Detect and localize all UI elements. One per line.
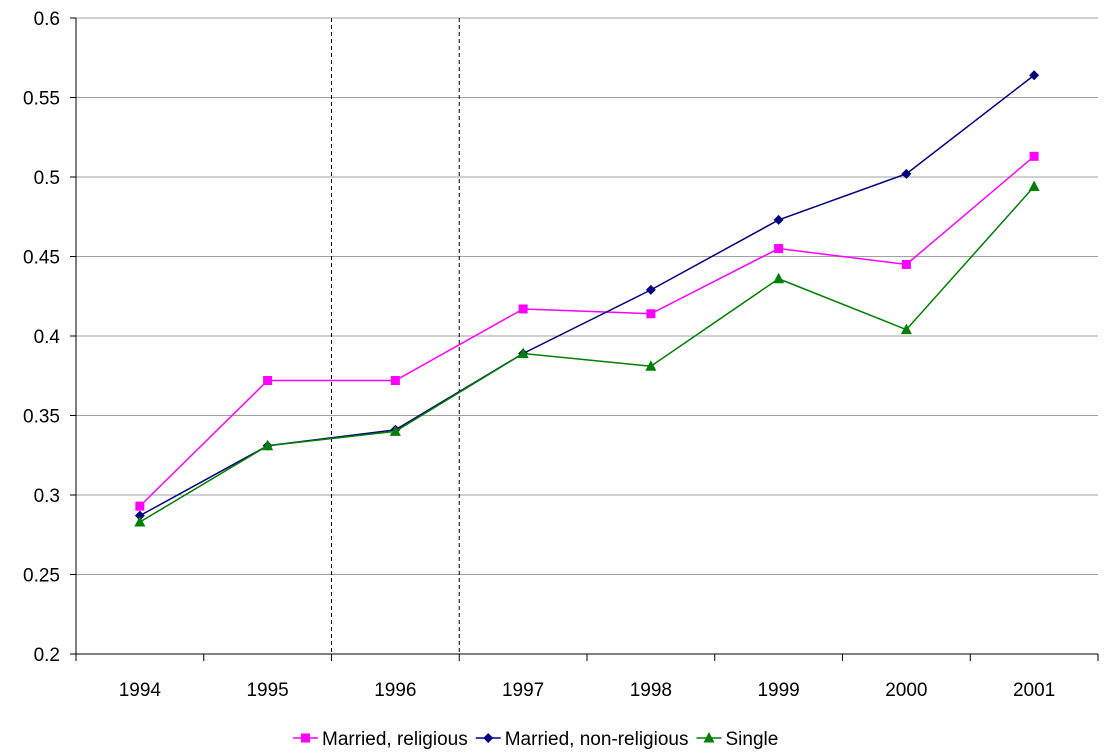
legend-label: Married, religious: [322, 729, 468, 750]
data-point: [646, 309, 656, 319]
series-3: [134, 180, 1040, 527]
legend-marker: [301, 733, 310, 743]
data-point: [262, 439, 274, 451]
data-point: [774, 244, 784, 254]
data-point: [1029, 70, 1040, 81]
x-tick-label: 1997: [502, 680, 544, 701]
data-point: [1028, 180, 1040, 192]
x-tick-label: 2000: [885, 680, 927, 701]
axes: 0.2 0.25 0.3 0.35 0.4 0.45 0.5 0.55 0.6 1994 1995 1…: [23, 9, 1099, 701]
series-2: [134, 70, 1040, 521]
data-point: [389, 425, 401, 436]
legend-marker: [483, 733, 494, 743]
y-tick-label: 0.4: [34, 327, 61, 348]
x-tick-label: 1995: [246, 680, 288, 701]
series-line: [139, 155, 1035, 507]
data-point: [773, 272, 785, 284]
series-line: [139, 74, 1035, 517]
data-point: [134, 516, 146, 527]
x-tick-label: 1999: [757, 680, 799, 701]
data-point: [390, 376, 400, 386]
reference-lines: [331, 18, 460, 654]
data-point: [901, 168, 912, 179]
y-tick-label: 0.35: [23, 407, 60, 428]
x-tick-label: 1994: [119, 680, 162, 701]
data-point: [1029, 151, 1039, 161]
data-point: [263, 376, 273, 386]
x-tick-label: 2001: [1013, 680, 1055, 701]
legend-label: Single: [725, 729, 778, 750]
series-line: [139, 186, 1035, 523]
data-point: [518, 304, 528, 314]
legend-marker: [703, 732, 715, 743]
y-tick-label: 0.3: [34, 486, 60, 507]
gridlines: [76, 17, 1098, 575]
legend: Married, religious Married, non-religious…: [293, 729, 778, 750]
y-tick-label: 0.6: [34, 9, 60, 30]
y-tick-label: 0.25: [23, 566, 60, 587]
y-tick-label: 0.5: [34, 168, 60, 189]
series-lines: [134, 70, 1040, 527]
data-point: [645, 360, 657, 371]
legend-item: Married, religious: [293, 729, 468, 750]
y-tick-label: 0.55: [23, 89, 60, 110]
x-tick-label: 1998: [630, 680, 672, 701]
data-point: [517, 347, 529, 358]
y-tick-label: 0.2: [34, 645, 60, 666]
series-1: [135, 151, 1039, 511]
data-point: [901, 259, 911, 269]
legend-item: Single: [696, 729, 778, 750]
legend-item: Married, non-religious: [475, 729, 689, 750]
data-point: [900, 323, 912, 335]
data-point: [134, 510, 145, 521]
legend-label: Married, non-religious: [505, 729, 689, 750]
data-point: [773, 214, 784, 225]
y-tick-label: 0.45: [23, 248, 60, 269]
data-point: [645, 284, 656, 295]
x-tick-label: 1996: [374, 680, 416, 701]
data-point: [135, 501, 145, 511]
